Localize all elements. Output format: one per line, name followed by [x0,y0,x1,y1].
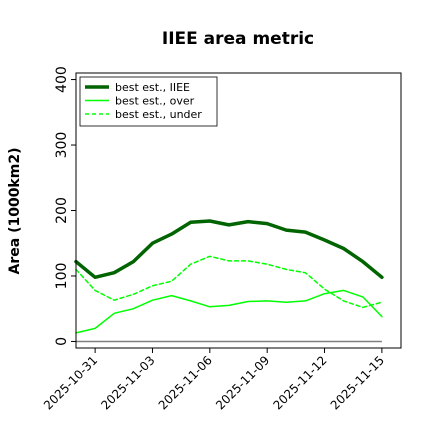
series-line-1 [74,219,384,280]
y-tick-label: 100 [54,263,70,290]
legend-label-2: best est., over [115,95,195,108]
y-tick-label: 0 [54,337,70,346]
y-tick-label: 400 [54,66,70,93]
y-tick-label: 200 [54,197,70,224]
chart-title: IIEE area metric [162,29,314,49]
series-lines [74,219,384,334]
y-axis-label: Area (1000km2) [7,148,23,275]
series-line-3 [75,255,383,309]
y-tick-label: 300 [54,132,70,159]
legend-label-1: best est., IIEE [115,81,190,94]
legend-label-3: best est., under [115,108,202,121]
legend-box [79,76,218,127]
